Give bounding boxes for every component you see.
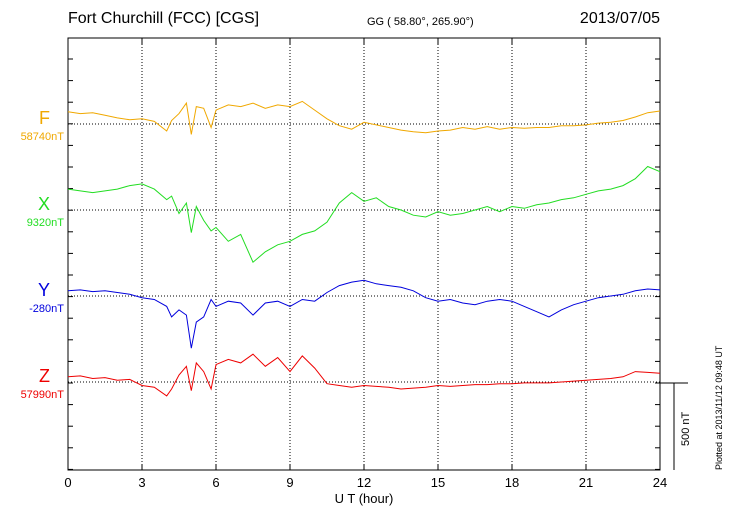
x-tick-label-3: 3: [138, 475, 145, 490]
series-line-f: [67, 100, 661, 135]
x-tick-label-18: 18: [505, 475, 519, 490]
series-name-f: F: [39, 108, 50, 128]
series-name-z: Z: [39, 366, 50, 386]
grid-layer: [141, 38, 587, 470]
scale-bar: [660, 382, 688, 470]
station-title: Fort Churchill (FCC) [CGS]: [68, 10, 260, 27]
date-label: 2013/07/05: [579, 10, 660, 27]
x-tick-label-21: 21: [579, 475, 593, 490]
x-tick-label-24: 24: [653, 475, 667, 490]
series-name-x: X: [37, 194, 50, 214]
scale-bar-label: 500 nT: [680, 411, 692, 446]
series-line-y: [67, 279, 661, 349]
plotted-timestamp: Plotted at 2013/11/12 09:48 UT: [714, 345, 724, 470]
series-layer: [67, 100, 661, 397]
series-name-y: Y: [37, 280, 50, 300]
baseline-layer: [68, 123, 660, 383]
baseline-value-z: 57990nT: [20, 389, 64, 401]
ticks-layer: [67, 38, 661, 470]
series-line-x: [67, 165, 661, 264]
series-line-z: [67, 353, 661, 397]
geographic-coordinates: GG ( 58.80°, 265.90°): [367, 16, 474, 28]
baseline-value-x: 9320nT: [26, 217, 64, 229]
baseline-value-f: 58740nT: [20, 131, 64, 143]
baseline-value-y: -280nT: [29, 303, 64, 315]
x-tick-label-0: 0: [64, 475, 71, 490]
x-tick-label-6: 6: [212, 475, 219, 490]
x-tick-label-15: 15: [431, 475, 445, 490]
x-tick-labels: 0 3 6 9 12 15 18 21 24: [64, 475, 667, 490]
x-axis-label: U T (hour): [335, 491, 394, 506]
x-tick-label-12: 12: [357, 475, 371, 490]
x-tick-label-9: 9: [286, 475, 293, 490]
